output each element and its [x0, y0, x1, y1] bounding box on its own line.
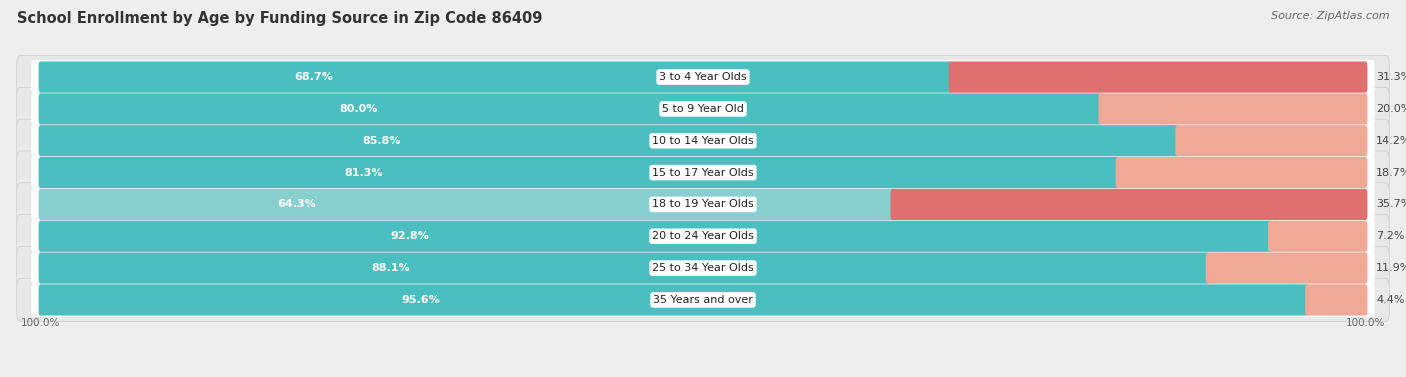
FancyBboxPatch shape	[38, 93, 1102, 124]
Text: 20.0%: 20.0%	[1376, 104, 1406, 114]
FancyBboxPatch shape	[17, 55, 1389, 99]
Text: 81.3%: 81.3%	[344, 168, 382, 178]
FancyBboxPatch shape	[31, 283, 1375, 317]
Text: 20 to 24 Year Olds: 20 to 24 Year Olds	[652, 231, 754, 241]
FancyBboxPatch shape	[31, 219, 1375, 253]
FancyBboxPatch shape	[31, 251, 1375, 285]
Text: 100.0%: 100.0%	[1346, 318, 1385, 328]
FancyBboxPatch shape	[1116, 157, 1368, 188]
Text: 5 to 9 Year Old: 5 to 9 Year Old	[662, 104, 744, 114]
FancyBboxPatch shape	[38, 189, 894, 220]
Text: 68.7%: 68.7%	[294, 72, 333, 82]
Text: 100.0%: 100.0%	[21, 318, 60, 328]
FancyBboxPatch shape	[1175, 125, 1368, 156]
Text: 4.4%: 4.4%	[1376, 295, 1405, 305]
FancyBboxPatch shape	[17, 151, 1389, 194]
FancyBboxPatch shape	[1268, 221, 1368, 252]
FancyBboxPatch shape	[31, 92, 1375, 126]
FancyBboxPatch shape	[17, 215, 1389, 258]
FancyBboxPatch shape	[31, 187, 1375, 222]
FancyBboxPatch shape	[31, 124, 1375, 158]
FancyBboxPatch shape	[31, 155, 1375, 190]
Text: 92.8%: 92.8%	[389, 231, 429, 241]
Text: 14.2%: 14.2%	[1376, 136, 1406, 146]
Text: 88.1%: 88.1%	[371, 263, 411, 273]
Text: 10 to 14 Year Olds: 10 to 14 Year Olds	[652, 136, 754, 146]
FancyBboxPatch shape	[38, 221, 1272, 252]
FancyBboxPatch shape	[890, 189, 1368, 220]
Text: 64.3%: 64.3%	[277, 199, 315, 209]
FancyBboxPatch shape	[31, 60, 1375, 94]
FancyBboxPatch shape	[17, 278, 1389, 322]
FancyBboxPatch shape	[38, 125, 1180, 156]
FancyBboxPatch shape	[1305, 284, 1368, 316]
FancyBboxPatch shape	[1206, 253, 1368, 284]
Text: 35.7%: 35.7%	[1376, 199, 1406, 209]
Text: 85.8%: 85.8%	[363, 136, 401, 146]
Text: 11.9%: 11.9%	[1376, 263, 1406, 273]
FancyBboxPatch shape	[38, 61, 953, 93]
FancyBboxPatch shape	[38, 284, 1309, 316]
FancyBboxPatch shape	[17, 87, 1389, 130]
FancyBboxPatch shape	[17, 183, 1389, 226]
Text: School Enrollment by Age by Funding Source in Zip Code 86409: School Enrollment by Age by Funding Sour…	[17, 11, 543, 26]
Text: 35 Years and over: 35 Years and over	[652, 295, 754, 305]
Text: 80.0%: 80.0%	[339, 104, 378, 114]
Text: 3 to 4 Year Olds: 3 to 4 Year Olds	[659, 72, 747, 82]
Text: 15 to 17 Year Olds: 15 to 17 Year Olds	[652, 168, 754, 178]
Text: 18.7%: 18.7%	[1376, 168, 1406, 178]
FancyBboxPatch shape	[38, 253, 1209, 284]
FancyBboxPatch shape	[949, 61, 1368, 93]
FancyBboxPatch shape	[1098, 93, 1368, 124]
Text: 95.6%: 95.6%	[401, 295, 440, 305]
Text: Source: ZipAtlas.com: Source: ZipAtlas.com	[1271, 11, 1389, 21]
Text: 31.3%: 31.3%	[1376, 72, 1406, 82]
FancyBboxPatch shape	[38, 157, 1119, 188]
Text: 25 to 34 Year Olds: 25 to 34 Year Olds	[652, 263, 754, 273]
Text: 7.2%: 7.2%	[1376, 231, 1405, 241]
Text: 18 to 19 Year Olds: 18 to 19 Year Olds	[652, 199, 754, 209]
FancyBboxPatch shape	[17, 119, 1389, 162]
FancyBboxPatch shape	[17, 247, 1389, 290]
